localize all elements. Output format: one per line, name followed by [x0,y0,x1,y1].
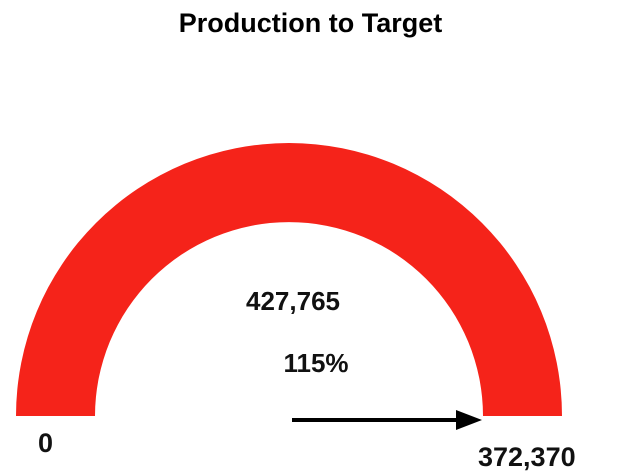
value-label: 427,765 [246,286,340,316]
target-label: 372,370 [478,442,576,472]
gauge-arc [16,143,562,416]
target-arrow-head [456,410,482,430]
min-label: 0 [38,428,53,458]
chart-title: Production to Target [178,8,443,38]
percent-label: 115% [283,348,348,378]
